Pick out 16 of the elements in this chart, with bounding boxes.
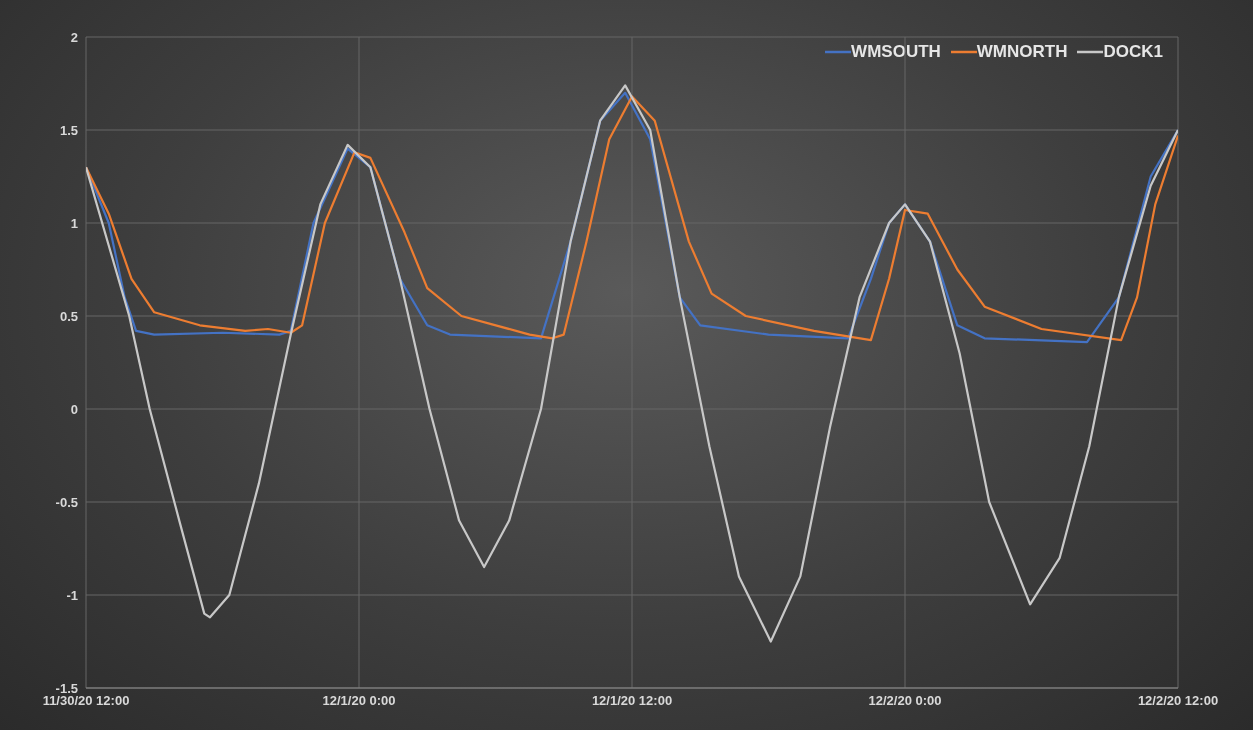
y-tick-label: -0.5	[55, 494, 78, 510]
legend-label: WMNORTH	[976, 42, 1068, 62]
y-tick-label: 0	[70, 401, 78, 417]
x-tick-label: 11/30/20 12:00	[42, 693, 130, 709]
y-tick-label: 1.5	[59, 122, 78, 138]
x-tick-label: 12/2/20 0:00	[868, 693, 942, 709]
x-tick-label: 12/1/20 12:00	[591, 693, 673, 709]
y-tick-label: -1.5	[55, 680, 78, 696]
legend-label: DOCK1	[1103, 42, 1163, 62]
y-tick-label: 0.5	[59, 308, 78, 324]
y-tick-label: 2	[70, 29, 78, 45]
y-tick-label: -1	[66, 587, 78, 603]
legend-label: WMSOUTH	[851, 42, 941, 62]
x-tick-label: 12/2/20 12:00	[1137, 693, 1219, 709]
x-tick-label: 12/1/20 0:00	[322, 693, 396, 709]
y-tick-label: 1	[70, 215, 78, 231]
